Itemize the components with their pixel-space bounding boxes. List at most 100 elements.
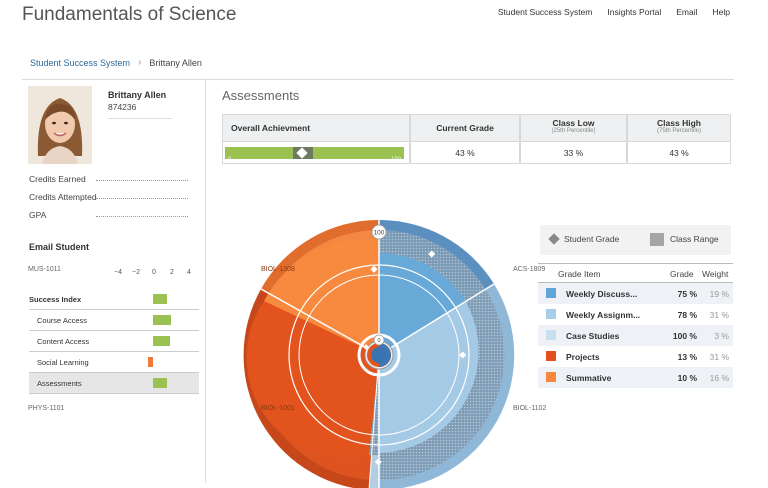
chart-legend: Student Grade Class Range [540, 225, 731, 255]
course-label-mus-1011[interactable]: MUS-1011 [28, 266, 61, 273]
class-high-sub: (75th Percentile) [656, 128, 702, 134]
grade-item-weight: 16 % [709, 373, 729, 383]
summative-inner-segment[interactable] [264, 239, 379, 355]
legend-student-grade: Student Grade [564, 234, 620, 244]
grade-item-grade: 78 % [677, 310, 697, 320]
student-sidebar: Brittany Allen 874236 Credits Earned Cre… [22, 80, 206, 483]
success-index-row[interactable]: Success Index [29, 289, 199, 310]
divider [22, 79, 734, 80]
axis-tick: −2 [132, 269, 140, 276]
top-nav: Student Success System Insights Portal E… [498, 7, 730, 17]
legend-class-range: Class Range [670, 234, 719, 244]
class-high-value: 43 % [627, 142, 731, 164]
student-id: 874236 [108, 102, 137, 112]
dotted-leader [96, 176, 188, 181]
achievement-cell: 0 100 [222, 142, 410, 164]
grade-item-row[interactable]: Weekly Discuss... 75 % 19 % [538, 283, 733, 304]
section-title: Assessments [222, 88, 300, 103]
range-swatch-icon [650, 233, 664, 246]
grade-item-name: Weekly Assignm... [566, 310, 641, 320]
class-low-sub: (25th Percentile) [551, 128, 596, 134]
success-index-row[interactable]: Course Access [29, 310, 199, 331]
success-index-label: Social Learning [37, 358, 89, 367]
success-index-label: Content Access [37, 337, 90, 346]
header-grade: Grade [670, 269, 694, 279]
grade-item-grade: 10 % [677, 373, 697, 383]
success-index-bar [153, 336, 171, 346]
course-label-biol-1102[interactable]: BIOL-1102 [513, 405, 547, 412]
grade-item-name: Projects [566, 352, 600, 362]
grade-item-row[interactable]: Projects 13 % 31 % [538, 346, 733, 367]
grade-item-weight: 31 % [709, 310, 729, 320]
success-index-label: Assessments [37, 379, 82, 388]
success-index-row[interactable]: Assessments [29, 373, 199, 394]
grade-item-row[interactable]: Summative 10 % 16 % [538, 367, 733, 388]
course-label-acs-1809[interactable]: ACS-1809 [513, 266, 546, 273]
app-title: Fundamentals of Science [22, 4, 237, 25]
grade-item-name: Summative [566, 373, 612, 383]
top-bar: Fundamentals of Science Student Success … [0, 0, 768, 40]
success-index-label: Course Access [37, 316, 88, 325]
weekly-assign-inner-segment[interactable] [379, 302, 479, 453]
breadcrumb-root[interactable]: Student Success System [30, 57, 131, 68]
success-index-bar [153, 378, 168, 388]
diamond-icon [548, 233, 560, 245]
grade-item-name: Case Studies [566, 331, 620, 341]
class-low-label: Class Low [552, 118, 595, 128]
success-index-row[interactable]: Content Access [29, 331, 199, 352]
nav-student-success-system[interactable]: Student Success System [497, 7, 593, 17]
color-swatch-icon [546, 288, 556, 298]
radial-grade-chart[interactable]: 100 0 [207, 220, 537, 488]
axis-tick: 4 [187, 269, 191, 276]
course-label-biol-1308[interactable]: BIOL-1308 [261, 266, 295, 273]
grade-item-grade: 100 % [672, 331, 697, 341]
achievement-bar: 0 100 [225, 147, 404, 163]
radial-center-label: 0 [377, 338, 380, 344]
axis-tick: 2 [170, 269, 174, 276]
grade-item-grade: 13 % [677, 352, 697, 362]
credits-attempted-label: Credits Attempted [29, 192, 97, 202]
color-swatch-icon [546, 372, 556, 382]
nav-email[interactable]: Email [676, 7, 698, 17]
dotted-leader [96, 194, 188, 199]
bar-max-label: 100 [390, 157, 401, 163]
success-index-bar [147, 357, 153, 367]
color-swatch-icon [546, 351, 556, 361]
course-label-biol-1001[interactable]: BIOL-1001 [261, 405, 295, 412]
grade-item-weight: 19 % [709, 289, 729, 299]
course-label-phys-1101[interactable]: PHYS-1101 [28, 405, 65, 412]
grade-item-row[interactable]: Case Studies 100 % 3 % [538, 325, 733, 346]
success-index-bar [153, 294, 167, 304]
current-grade-value: 43 % [410, 142, 520, 164]
header-weight: Weight [702, 269, 729, 279]
nav-insights-portal[interactable]: Insights Portal [607, 7, 662, 17]
radial-top-label: 100 [374, 230, 385, 237]
grade-item-weight: 3 % [714, 331, 729, 341]
success-index-axis: −4 −2 0 2 4 [114, 269, 194, 279]
axis-tick: −4 [114, 269, 122, 276]
grade-item-name: Weekly Discuss... [566, 289, 638, 299]
grade-items-header: Grade Item Grade Weight [538, 263, 733, 283]
success-index-label: Success Index [29, 295, 82, 304]
avatar [28, 86, 92, 164]
grade-item-weight: 31 % [709, 352, 729, 362]
bar-min-label: 0 [228, 157, 232, 163]
color-swatch-icon [546, 330, 556, 340]
success-index-row[interactable]: Social Learning [29, 352, 199, 373]
projects-inner-segment[interactable] [246, 301, 379, 458]
case-studies-inner-segment[interactable] [369, 355, 379, 456]
breadcrumb: Student Success System › Brittany Allen [30, 57, 202, 68]
credits-earned-label: Credits Earned [29, 174, 86, 184]
class-low-value: 33 % [520, 142, 627, 164]
divider [108, 118, 172, 119]
grade-item-row[interactable]: Weekly Assignm... 78 % 31 % [538, 304, 733, 325]
nav-help[interactable]: Help [712, 7, 730, 17]
header-class-high: Class High (75th Percentile) [627, 114, 731, 142]
assessments-section: Assessments Overall Achievment Current G… [28, 80, 734, 488]
color-swatch-icon [546, 309, 556, 319]
gpa-label: GPA [29, 210, 47, 220]
success-index-bar [153, 315, 171, 325]
grade-item-grade: 75 % [677, 289, 697, 299]
student-panel: Student Success System › Brittany Allen … [22, 45, 734, 488]
email-student-link[interactable]: Email Student [29, 242, 90, 252]
